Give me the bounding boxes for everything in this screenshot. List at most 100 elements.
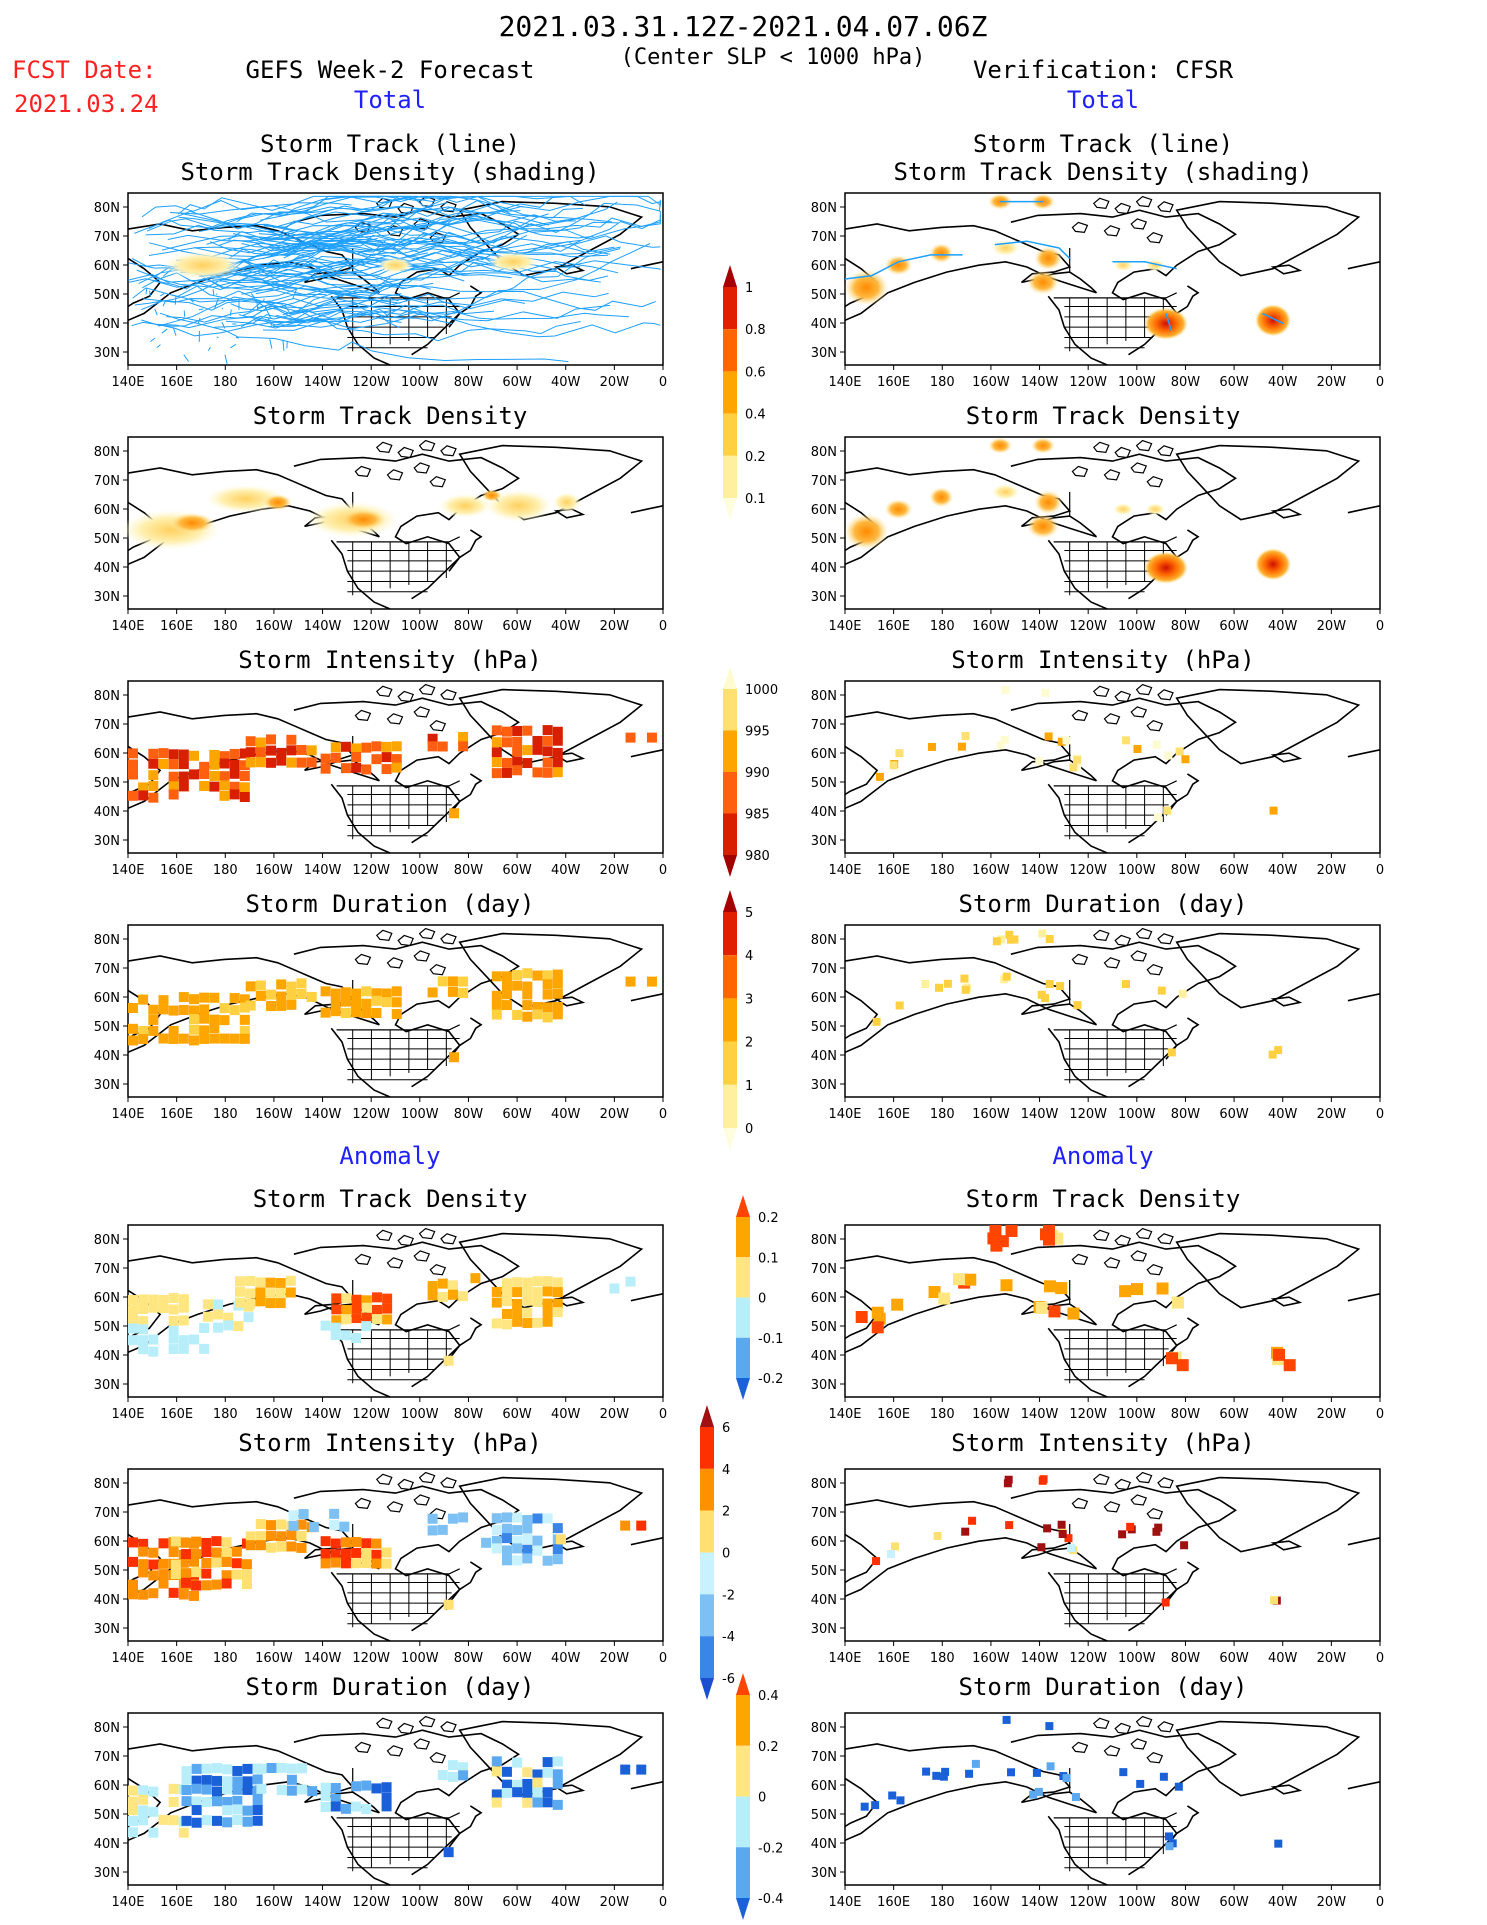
grid-cell (1153, 813, 1162, 822)
density-blob (844, 269, 889, 306)
lat-tick-label: 70N (811, 962, 837, 977)
grid-cell (552, 988, 563, 999)
lon-tick-label: 160E (160, 375, 193, 390)
grid-cell (199, 780, 210, 791)
colorbar-label: 0 (745, 1122, 753, 1137)
grid-cell (255, 1531, 266, 1542)
grid-cell (532, 1287, 543, 1298)
track-line (162, 301, 166, 307)
grid-cell (188, 994, 199, 1005)
grid-cell (138, 1335, 149, 1346)
right-anom-intensity-frame (844, 1468, 1381, 1642)
grid-cell (522, 725, 533, 736)
grid-cell (211, 1815, 222, 1826)
lon-tick-label: 140W (1021, 1107, 1059, 1122)
grid-cell (148, 1294, 159, 1305)
left-anom-intensity-axes: 140E 160E 180 160W 140W 120W 100W 80W 60W 40W 20W 0… (94, 1477, 667, 1666)
grid-cell (512, 1512, 523, 1523)
colorbar-cap (700, 1678, 714, 1700)
grid-cell (330, 1783, 341, 1794)
grid-cell (221, 1537, 232, 1548)
grid-cell (219, 1015, 230, 1026)
left-track-frame (127, 192, 664, 366)
grid-cell (286, 1774, 297, 1785)
grid-cell (437, 1524, 448, 1535)
grid-cell (1180, 1541, 1189, 1550)
grid-cell (306, 991, 317, 1002)
grid-cell (1119, 1768, 1128, 1777)
grid-cell (939, 1772, 948, 1781)
arctic-islands (354, 439, 457, 488)
lon-tick-label: 140E (828, 863, 861, 878)
track-line (269, 339, 273, 349)
right-track-title-line1: Storm Track (line) (972, 130, 1234, 158)
grid-cell (1269, 806, 1278, 815)
grid-cell (128, 1002, 138, 1013)
grid-cell (340, 1803, 351, 1814)
colorbar-segment (736, 1337, 750, 1378)
right-duration-title: Storm Duration (day) (958, 890, 1248, 918)
grid-cell (168, 1333, 179, 1344)
grid-cell (331, 1293, 342, 1304)
lat-tick-label: 40N (94, 317, 120, 332)
grid-cell (213, 1299, 224, 1310)
grid-cell (148, 1334, 159, 1345)
track-line (267, 195, 661, 252)
grid-cell (1159, 1772, 1168, 1781)
grid-cell (308, 1521, 319, 1532)
grid-cell (491, 1297, 502, 1308)
grid-cell (296, 744, 307, 755)
grid-cell (351, 743, 362, 754)
grid-cell (552, 735, 563, 746)
grid-cell (391, 986, 402, 997)
grid-cell (351, 1333, 362, 1344)
grid-cell (158, 1033, 169, 1044)
arctic-islands (1071, 1227, 1174, 1276)
grid-cell (381, 997, 392, 1008)
grid-cell (512, 1298, 523, 1309)
grid-cell (330, 988, 341, 999)
grid-cell (341, 1293, 352, 1304)
grid-cell (1133, 745, 1142, 754)
grid-cell (320, 1320, 331, 1331)
grid-cell (522, 1295, 533, 1306)
track-line (844, 254, 963, 280)
grid-cell (211, 1547, 222, 1558)
grid-cell (636, 1764, 647, 1775)
colorbar-label: 0.4 (758, 1689, 779, 1704)
grid-cell (871, 1306, 884, 1319)
lat-tick-label: 30N (94, 1866, 120, 1881)
grid-cell (202, 1311, 213, 1322)
grid-cell (532, 1535, 543, 1546)
lat-tick-label: 50N (94, 776, 120, 791)
grid-cell (552, 767, 563, 778)
grid-cell (542, 746, 553, 757)
grid-cell (235, 1286, 245, 1297)
grid-cell (170, 1536, 181, 1547)
grid-cell (199, 1343, 210, 1354)
grid-cell (542, 1316, 553, 1327)
left-anom-intensity-panel: 140E 160E 180 160W 140W 120W 100W 80W 60W 40W 20W 0… (94, 1468, 667, 1666)
grid-cell (501, 980, 512, 991)
grid-cell (148, 1025, 159, 1036)
lat-tick-label: 30N (94, 1622, 120, 1637)
grid-cell (542, 970, 553, 981)
colorbar-label: -0.2 (758, 1372, 783, 1387)
right-column-title: Verification: CFSR (972, 56, 1234, 84)
lat-tick-label: 50N (94, 288, 120, 303)
left-anom-duration-panel: 140E 160E 180 160W 140W 120W 100W 80W 60W 40W 20W 0… (94, 1712, 667, 1910)
density-blob (1255, 548, 1291, 581)
track-line (242, 303, 610, 322)
grid-cell (276, 1519, 287, 1530)
lon-tick-label: 0 (1376, 1895, 1384, 1910)
lat-tick-label: 30N (94, 346, 120, 361)
grid-cell (266, 1520, 277, 1531)
grid-cell (242, 1816, 253, 1827)
grid-cell (512, 1277, 523, 1288)
track-line (229, 309, 232, 316)
grid-cell (128, 1816, 138, 1827)
grid-cell (927, 742, 936, 751)
grid-cell (180, 1568, 191, 1579)
left-anom-density-title: Storm Track Density (252, 1185, 528, 1213)
grid-cell (896, 1796, 905, 1805)
